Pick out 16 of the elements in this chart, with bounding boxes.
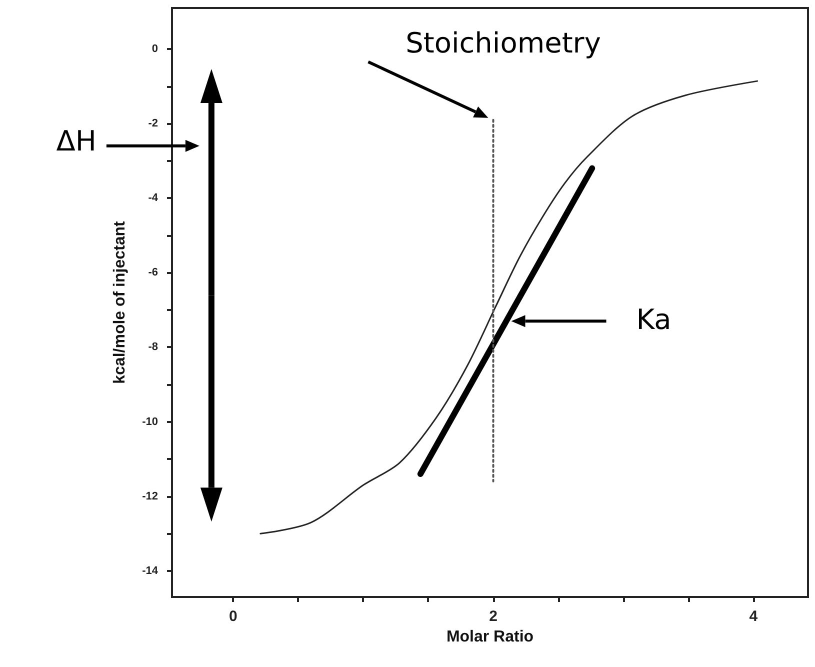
y-tick-label: -2 — [148, 118, 158, 130]
y-axis-title: kcal/mole of injectant — [112, 220, 128, 384]
y-tick-label: -8 — [148, 341, 158, 354]
y-tick-label: -4 — [148, 192, 159, 204]
x-tick-label: 2 — [489, 608, 498, 625]
y-tick-label: -10 — [142, 416, 158, 428]
y-tick-label: -6 — [148, 266, 158, 279]
y-tick-label: -12 — [142, 490, 158, 502]
annotation: Ka — [636, 302, 672, 336]
x-axis-title: Molar Ratio — [446, 628, 534, 646]
text: ΔH — [56, 124, 96, 158]
annotation: Stoichiometry — [406, 26, 601, 60]
x-tick-label: 0 — [228, 608, 238, 625]
y-tick-label: 0 — [152, 43, 158, 56]
x-tick-label: 4 — [749, 608, 758, 625]
y-tick-label: -14 — [142, 564, 159, 577]
